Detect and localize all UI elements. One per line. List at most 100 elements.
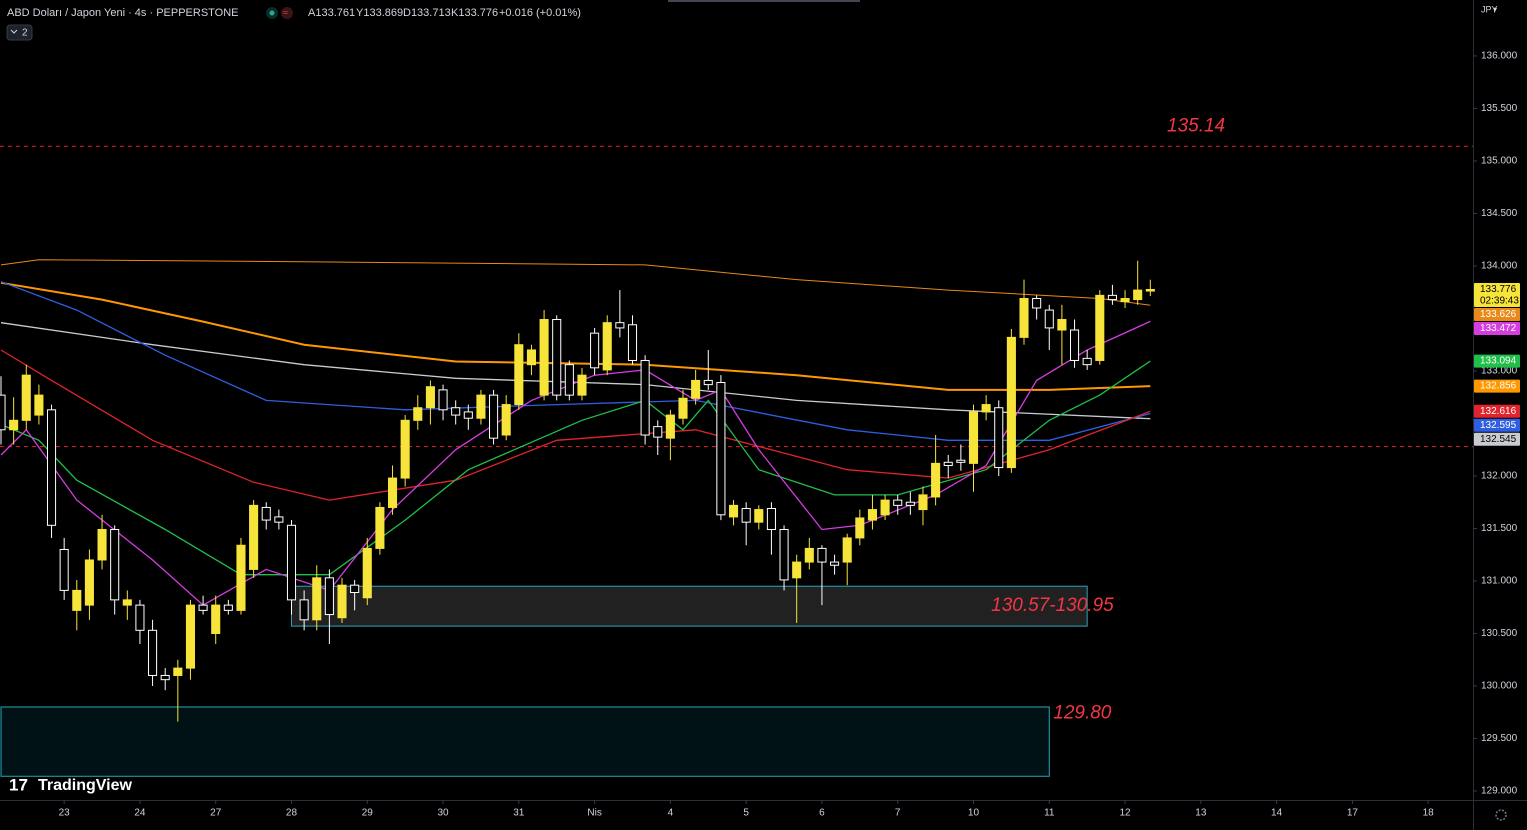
candle-body [577, 374, 587, 396]
candle-body [615, 322, 625, 329]
candle-body [855, 517, 865, 539]
level-label: 135.14 [1167, 115, 1225, 136]
price-badge-label: 133.094 [1480, 356, 1517, 367]
brand-name: TradingView [38, 777, 133, 794]
candle-body [72, 589, 82, 611]
moving-average [0, 259, 1151, 306]
x-tick-label: 5 [743, 808, 749, 819]
candle-body [46, 409, 57, 526]
candle-body [148, 629, 158, 676]
x-tick-label: 7 [895, 808, 901, 819]
x-tick-label: 23 [59, 808, 71, 819]
y-tick-label: 134.000 [1481, 261, 1518, 272]
status-mark: ≈ [283, 7, 288, 17]
candle-body [425, 386, 435, 409]
x-tick-label: 24 [134, 808, 146, 819]
status-icon[interactable] [281, 7, 293, 19]
candle-body [741, 508, 751, 523]
candle-body [198, 604, 208, 611]
candle-body [1044, 309, 1054, 329]
currency[interactable]: JPY [1481, 4, 1498, 14]
y-tick-label: 132.000 [1481, 471, 1518, 482]
x-tick-label: 13 [1195, 808, 1207, 819]
y-tick-label: 135.000 [1481, 156, 1518, 167]
y-tick-label: 136.000 [1481, 51, 1518, 62]
candle-body [9, 419, 19, 431]
candle-body [703, 379, 713, 386]
price-badge [1474, 307, 1520, 321]
candle-body [211, 604, 221, 634]
x-tick-label: 29 [362, 808, 374, 819]
candle-body [956, 459, 966, 463]
candle-body [905, 501, 915, 506]
moving-average [0, 322, 1151, 420]
candle-body [350, 584, 360, 594]
price-badge [1474, 379, 1520, 393]
countdown: 02:39:43 [1480, 296, 1519, 307]
candle-body [526, 349, 536, 366]
settings[interactable] [1495, 809, 1507, 821]
y-tick-label: 135.500 [1481, 103, 1518, 114]
indicator-toggle[interactable] [6, 24, 33, 41]
price-badge [1474, 354, 1520, 368]
candle-body [640, 359, 650, 436]
candle-body [0, 394, 6, 431]
x-tick-label: 30 [437, 808, 449, 819]
candle-body [678, 397, 688, 419]
price-badge [1474, 432, 1520, 446]
candle-body [716, 382, 726, 516]
ohlc-low: D133.713 [403, 7, 451, 19]
x-tick-label: Nis [587, 808, 601, 819]
indicator-count: 2 [22, 28, 28, 39]
candle-body [337, 584, 347, 619]
y-tick-label: 129.000 [1481, 786, 1518, 797]
candle-body [375, 506, 385, 549]
candle-body [968, 411, 979, 464]
y-tick-label: 133.000 [1481, 366, 1518, 377]
settings-icon[interactable] [1495, 809, 1507, 821]
x-tick-label: 6 [819, 808, 825, 819]
candle-body [261, 506, 271, 521]
candle-body [286, 524, 297, 601]
candle-body [1145, 288, 1155, 292]
candle-body [1133, 289, 1143, 301]
candle-body [880, 499, 890, 516]
candle-body [590, 332, 600, 369]
ohlc-open: A133.761 [308, 7, 355, 19]
zone-label: 130.57-130.95 [991, 595, 1114, 616]
y-tick-label: 130.500 [1481, 628, 1518, 639]
candle-body [223, 604, 233, 611]
candle-body [539, 319, 549, 396]
price-badge-label: 133.776 [1480, 284, 1517, 295]
candle-body [236, 544, 246, 611]
candle-body [754, 509, 764, 523]
price-badge [1474, 418, 1520, 432]
candle-body [728, 504, 739, 518]
header: ABD Doları / Japon Yeni · 4s · PEPPERSTO… [6, 4, 1498, 41]
candle-body [830, 561, 840, 566]
plot-area: 130.57-130.95 129.80 135.14 [0, 115, 1473, 777]
y-tick-label: 134.500 [1481, 208, 1518, 219]
candle-body [299, 599, 309, 621]
ohlc-high: Y133.869 [356, 7, 403, 19]
x-tick-label: 12 [1119, 808, 1131, 819]
candle-body [552, 319, 562, 396]
candle-body [627, 324, 638, 361]
candle-body [249, 504, 259, 570]
price-badge-label: 132.595 [1480, 420, 1517, 431]
support-zone [290, 585, 1088, 627]
candle-body [362, 547, 372, 599]
x-tick-label: 18 [1423, 808, 1435, 819]
x-tick-label: 28 [286, 808, 298, 819]
candle-body [1107, 294, 1117, 301]
candle-body [842, 537, 852, 563]
candle-body [1095, 294, 1105, 361]
x-tick-label: 27 [210, 808, 222, 819]
y-tick-label: 131.500 [1481, 523, 1518, 534]
price-badge-label: 133.472 [1480, 323, 1517, 334]
zone-label: 129.80 [1053, 703, 1112, 724]
price-badge [1474, 321, 1520, 335]
moving-average [0, 320, 1151, 606]
candle-body [514, 344, 524, 406]
